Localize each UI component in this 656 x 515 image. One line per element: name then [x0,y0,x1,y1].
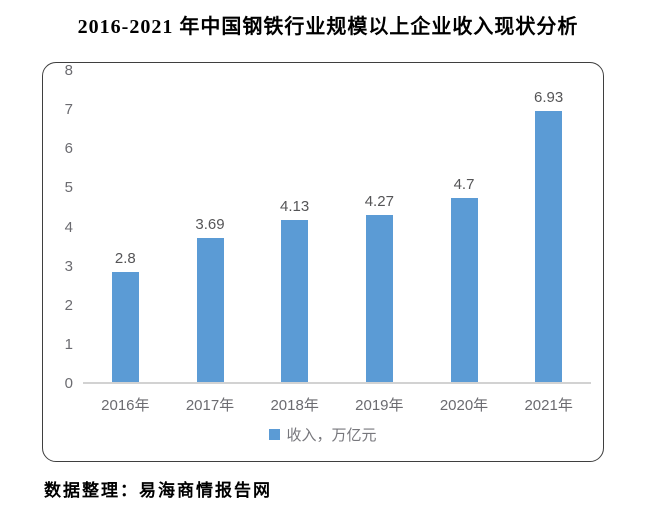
y-axis: 0 1 2 3 4 5 6 7 8 [43,62,75,392]
bar-value-label: 4.13 [280,198,310,216]
bar-2016年 [111,272,139,382]
y-axis-tick-label: 7 [64,101,73,119]
y-axis-tick-label: 0 [64,375,73,392]
x-axis-tick-label: 2021年 [524,397,573,414]
y-axis-tick-label: 4 [64,218,73,236]
x-axis-tick-label: 2020年 [439,397,489,414]
bar-value-label: 2.8 [114,250,136,268]
legend-label: 收入，万亿元 [286,427,377,444]
data-source-note: 数据整理：易海商情报告网 [44,481,272,500]
bar-2021年 [535,110,563,382]
bar-value-label: 4.27 [364,192,394,210]
bar-2018年 [281,220,309,382]
legend: 收入，万亿元 [43,424,603,445]
chart-title: 2016-2021 年中国钢铁行业规模以上企业收入现状分析 [77,16,579,38]
x-axis-tick-label: 2019年 [355,397,404,414]
bar-2019年 [365,214,393,382]
y-axis-tick-label: 8 [64,62,73,79]
legend-marker-icon [269,429,281,440]
x-axis-tick-label: 2017年 [185,397,235,414]
bar-2017年 [196,237,224,382]
y-axis-tick-label: 2 [64,296,73,314]
bar-value-label: 4.7 [453,176,475,194]
x-axis-tick-label: 2018年 [270,397,319,414]
bar-value-label: 3.69 [195,215,225,233]
y-axis-tick-label: 1 [64,335,73,353]
x-axis-tick-label: 2016年 [101,397,150,414]
chart-frame: 0 1 2 3 4 5 6 7 8 2.8 2016年 3.69 2017年 4.13 2018年 4.27… [42,62,604,462]
plot-area: 2.8 2016年 3.69 2017年 4.13 2018年 4.27 2019年 4.7 20… [83,71,591,414]
bar-2020年 [450,198,478,382]
y-axis-tick-label: 6 [64,140,73,158]
bar-value-label: 6.93 [534,88,564,106]
y-axis-tick-label: 5 [64,179,73,197]
y-axis-tick-label: 3 [64,257,73,275]
